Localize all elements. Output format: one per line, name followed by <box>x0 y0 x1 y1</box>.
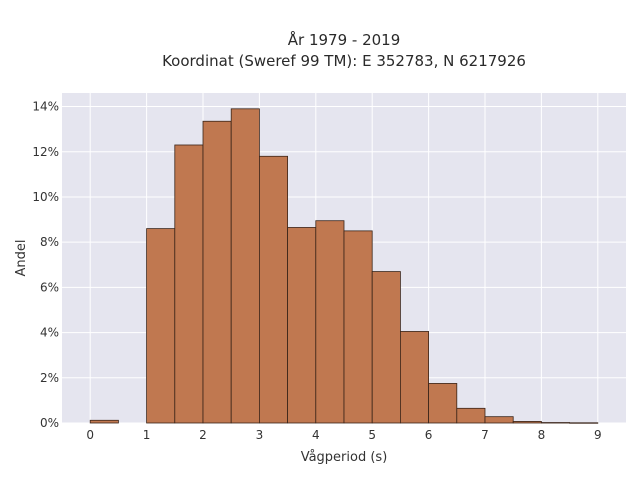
histogram-bar <box>399 331 429 424</box>
histogram-bar <box>512 421 542 424</box>
x-tick-label: 0 <box>86 428 94 442</box>
x-tick-label: 5 <box>368 428 376 442</box>
histogram-bar <box>258 155 288 424</box>
histogram-bar <box>230 108 260 424</box>
y-tick-label: 14% <box>32 100 59 114</box>
histogram-bar <box>146 228 176 424</box>
y-tick-label: 0% <box>40 416 59 430</box>
histogram-bars <box>89 108 599 424</box>
histogram-bar <box>456 407 486 424</box>
x-tick-label: 8 <box>538 428 546 442</box>
y-tick-label: 8% <box>40 235 59 249</box>
y-tick-label: 12% <box>32 145 59 159</box>
histogram-bar <box>89 419 119 424</box>
y-axis-ticks: 0% 2% 4% 6% 8% 10% 12% 14% <box>32 100 59 430</box>
histogram-bar <box>541 422 571 424</box>
x-tick-label: 3 <box>256 428 264 442</box>
histogram-bar <box>343 230 373 424</box>
x-tick-label: 6 <box>425 428 433 442</box>
histogram-bar <box>428 383 458 424</box>
y-tick-label: 6% <box>40 280 59 294</box>
x-tick-label: 4 <box>312 428 320 442</box>
histogram-bar <box>484 416 514 424</box>
chart-title-line-1: År 1979 - 2019 <box>288 30 401 49</box>
histogram-bar <box>202 120 232 424</box>
x-tick-label: 7 <box>481 428 489 442</box>
chart-title-line-2: Koordinat (Sweref 99 TM): E 352783, N 62… <box>162 52 526 70</box>
y-axis-title: Andel <box>14 240 29 277</box>
x-tick-label: 9 <box>594 428 602 442</box>
x-axis-ticks: 0 1 2 3 4 5 6 7 8 9 <box>86 428 601 442</box>
x-axis-title: Vågperiod (s) <box>301 450 388 465</box>
histogram-bar <box>371 271 401 424</box>
y-tick-label: 4% <box>40 326 59 340</box>
histogram-bar <box>315 220 345 424</box>
histogram-bar <box>287 227 317 424</box>
histogram-bar <box>174 144 204 424</box>
histogram-bar <box>569 422 599 424</box>
x-tick-label: 2 <box>199 428 207 442</box>
y-tick-label: 2% <box>40 371 59 385</box>
x-tick-label: 1 <box>143 428 151 442</box>
y-tick-label: 10% <box>32 190 59 204</box>
